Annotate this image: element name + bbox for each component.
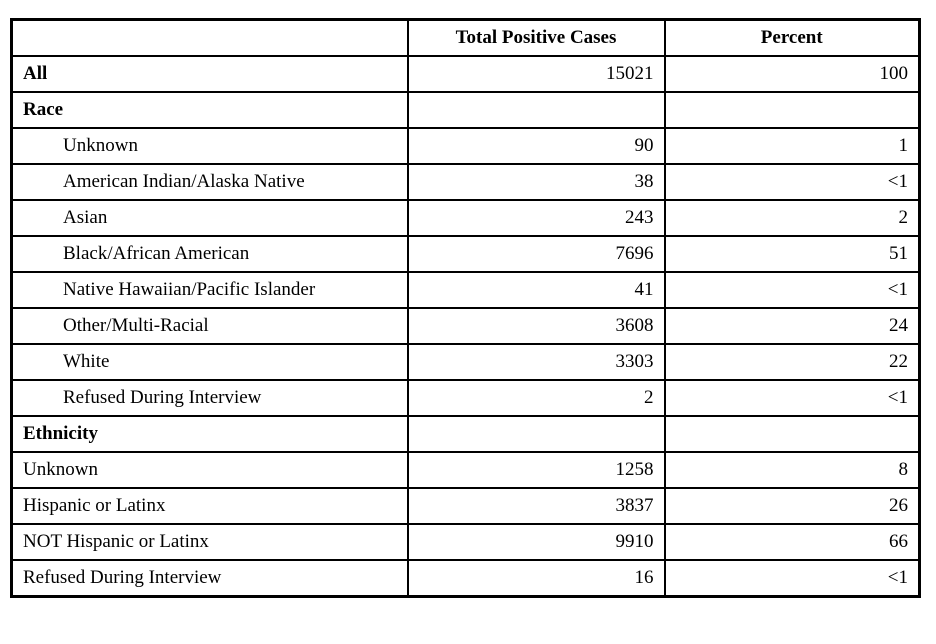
row-label: Refused During Interview — [10, 559, 409, 598]
row-label: White — [10, 343, 409, 381]
table-row: White 3303 22 — [10, 343, 921, 381]
row-label: Other/Multi-Racial — [10, 307, 409, 345]
row-total-positive-cases: 1258 — [406, 451, 666, 489]
row-total-positive-cases: 7696 — [406, 235, 666, 273]
table-row: Unknown 90 1 — [10, 127, 921, 165]
row-percent: <1 — [663, 379, 921, 417]
row-total-positive-cases: 3303 — [406, 343, 666, 381]
row-percent: <1 — [663, 271, 921, 309]
row-total-positive-cases — [406, 415, 666, 453]
row-percent: <1 — [663, 559, 921, 598]
row-label: Asian — [10, 199, 409, 237]
row-percent: 8 — [663, 451, 921, 489]
table-body: All 15021 100 Race Unknown 90 1 American Indian… — [10, 55, 921, 598]
row-label: American Indian/Alaska Native — [10, 163, 409, 201]
row-percent: 26 — [663, 487, 921, 525]
row-label: Race — [10, 91, 409, 129]
table-row: American Indian/Alaska Native 38 <1 — [10, 163, 921, 201]
row-total-positive-cases: 3837 — [406, 487, 666, 525]
row-total-positive-cases: 9910 — [406, 523, 666, 561]
table-row: Race — [10, 91, 921, 129]
table-row: NOT Hispanic or Latinx 9910 66 — [10, 523, 921, 561]
row-percent: 51 — [663, 235, 921, 273]
row-label: Refused During Interview — [10, 379, 409, 417]
column-header-percent: Percent — [663, 18, 921, 57]
row-percent — [663, 91, 921, 129]
row-percent: 1 — [663, 127, 921, 165]
row-total-positive-cases: 90 — [406, 127, 666, 165]
row-percent — [663, 415, 921, 453]
row-percent: 100 — [663, 55, 921, 93]
table-row: Refused During Interview 16 <1 — [10, 559, 921, 598]
row-total-positive-cases: 15021 — [406, 55, 666, 93]
table-row: Native Hawaiian/Pacific Islander 41 <1 — [10, 271, 921, 309]
table-row: All 15021 100 — [10, 55, 921, 93]
column-header-label — [10, 18, 409, 57]
table-row: Unknown 1258 8 — [10, 451, 921, 489]
positive-cases-table: Total Positive Cases Percent All 15021 100… — [10, 18, 921, 598]
row-total-positive-cases: 38 — [406, 163, 666, 201]
row-label: Native Hawaiian/Pacific Islander — [10, 271, 409, 309]
table-row: Refused During Interview 2 <1 — [10, 379, 921, 417]
table-row: Ethnicity — [10, 415, 921, 453]
table-row: Other/Multi-Racial 3608 24 — [10, 307, 921, 345]
row-total-positive-cases: 243 — [406, 199, 666, 237]
row-label: Ethnicity — [10, 415, 409, 453]
row-label: Unknown — [10, 127, 409, 165]
row-percent: 66 — [663, 523, 921, 561]
row-total-positive-cases: 3608 — [406, 307, 666, 345]
table-row: Hispanic or Latinx 3837 26 — [10, 487, 921, 525]
table-row: Asian 243 2 — [10, 199, 921, 237]
row-label: NOT Hispanic or Latinx — [10, 523, 409, 561]
row-percent: 24 — [663, 307, 921, 345]
table-row: Black/African American 7696 51 — [10, 235, 921, 273]
column-header-total-positive-cases: Total Positive Cases — [406, 18, 666, 57]
row-percent: 22 — [663, 343, 921, 381]
row-label: Black/African American — [10, 235, 409, 273]
row-total-positive-cases: 41 — [406, 271, 666, 309]
row-label: Unknown — [10, 451, 409, 489]
table-header: Total Positive Cases Percent — [10, 18, 921, 57]
table-header-row: Total Positive Cases Percent — [10, 18, 921, 57]
row-label: Hispanic or Latinx — [10, 487, 409, 525]
row-label: All — [10, 55, 409, 93]
row-total-positive-cases: 16 — [406, 559, 666, 598]
row-percent: 2 — [663, 199, 921, 237]
row-percent: <1 — [663, 163, 921, 201]
row-total-positive-cases: 2 — [406, 379, 666, 417]
row-total-positive-cases — [406, 91, 666, 129]
